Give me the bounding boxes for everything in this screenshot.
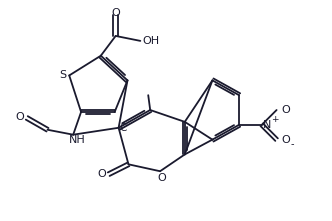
- Text: O: O: [16, 112, 24, 122]
- Text: C: C: [120, 123, 127, 133]
- Text: N: N: [263, 120, 271, 130]
- Text: -: -: [290, 140, 294, 150]
- Text: O: O: [97, 169, 106, 179]
- Text: O: O: [158, 173, 166, 183]
- Text: OH: OH: [143, 36, 160, 46]
- Text: +: +: [271, 115, 278, 124]
- Text: O: O: [281, 135, 290, 145]
- Text: S: S: [59, 70, 66, 80]
- Text: O: O: [111, 8, 120, 18]
- Text: O: O: [281, 105, 290, 115]
- Text: NH: NH: [69, 135, 86, 145]
